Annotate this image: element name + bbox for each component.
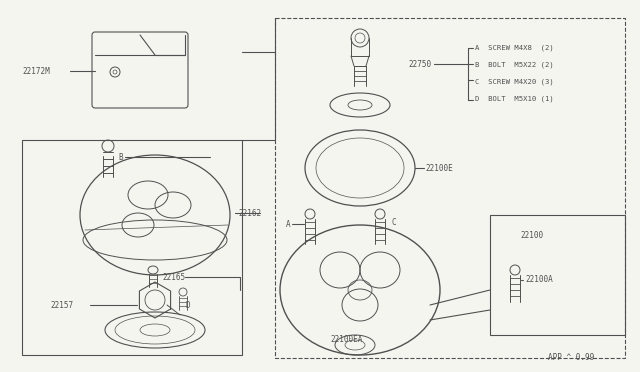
Text: C  SCREW M4X20 (3): C SCREW M4X20 (3) [475,79,554,85]
Text: D: D [185,301,189,310]
Text: 22750: 22750 [409,60,432,68]
Bar [275,18,625,358]
Bar [490,215,625,335]
Text: 22100E: 22100E [425,164,452,173]
Text: D  BOLT  M5X10 (1): D BOLT M5X10 (1) [475,96,554,102]
Text: C: C [392,218,397,227]
Text: APP ^ 0.99: APP ^ 0.99 [548,353,595,362]
Text: 22165: 22165 [162,273,185,282]
Text: 22100EA: 22100EA [330,336,362,344]
Text: 22162: 22162 [239,208,262,218]
Bar [22,140,242,355]
Text: 22100: 22100 [520,231,543,240]
Text: 22100A: 22100A [525,276,553,285]
Text: 22157: 22157 [50,301,73,310]
Text: B  BOLT  M5X22 (2): B BOLT M5X22 (2) [475,62,554,68]
Text: B: B [118,153,123,161]
Text: 22172M: 22172M [22,67,50,76]
Text: A: A [285,219,290,228]
Text: A  SCREW M4X8  (2): A SCREW M4X8 (2) [475,45,554,51]
